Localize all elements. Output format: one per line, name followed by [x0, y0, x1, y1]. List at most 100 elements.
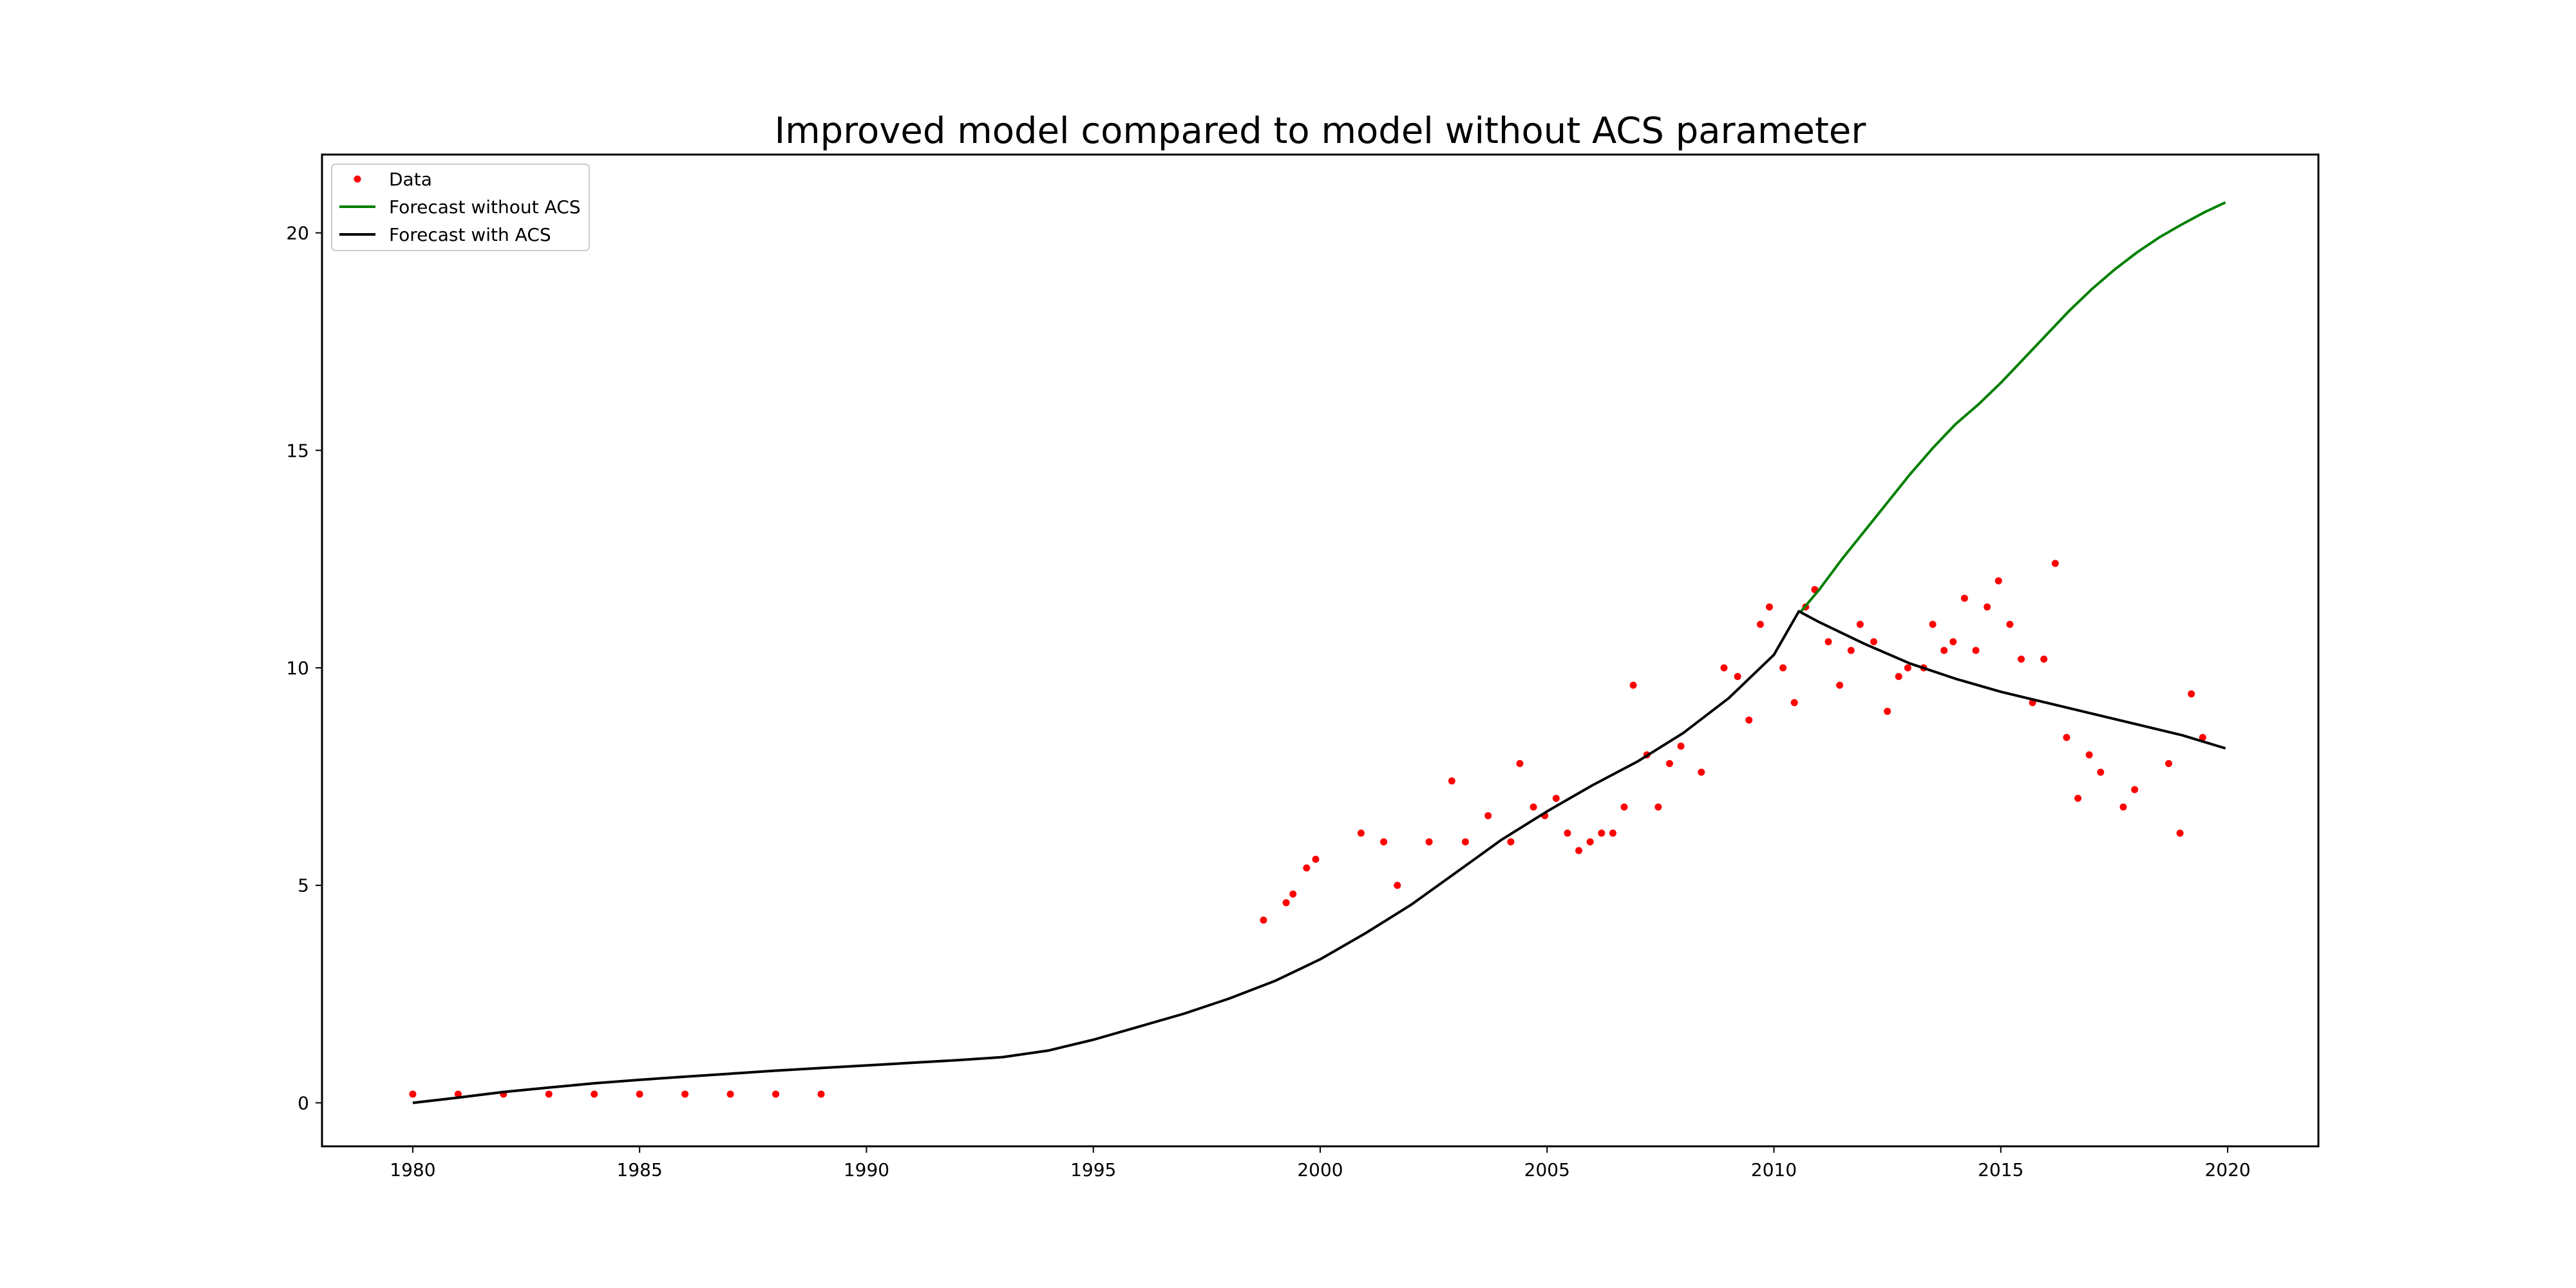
x-tick-label: 2000 — [1297, 1159, 1343, 1180]
data-point — [2119, 803, 2127, 811]
data-point — [1884, 708, 1891, 715]
data-point — [1530, 803, 1537, 811]
y-tick-label: 15 — [286, 440, 309, 461]
x-tick-label: 2010 — [1751, 1159, 1797, 1180]
data-point — [1552, 795, 1560, 802]
series-line-forecast-with-acs — [412, 610, 2226, 1104]
data-point — [2097, 768, 2105, 776]
data-point — [1984, 603, 1991, 611]
data-point — [2199, 734, 2206, 741]
data-point — [1575, 847, 1583, 855]
data-point — [2040, 656, 2048, 663]
y-tick-label: 0 — [298, 1092, 309, 1113]
data-point — [1734, 673, 1741, 681]
data-point — [1461, 838, 1469, 846]
data-point — [2165, 760, 2172, 768]
series-data — [409, 560, 2206, 1098]
data-point — [1394, 882, 1401, 889]
data-point — [726, 1090, 734, 1098]
data-point — [1629, 681, 1637, 689]
legend-label-forecast-with-acs: Forecast with ACS — [389, 224, 551, 245]
x-tick-label: 1990 — [844, 1159, 889, 1180]
data-point — [1745, 716, 1753, 724]
data-point — [1586, 838, 1594, 846]
data-point — [2188, 690, 2195, 698]
data-point — [545, 1090, 553, 1098]
data-point — [1836, 681, 1844, 689]
x-tick-label: 2015 — [1978, 1159, 2023, 1180]
data-point — [1994, 577, 2002, 585]
data-point — [1895, 673, 1902, 681]
data-point — [1357, 829, 1365, 837]
data-point — [1720, 664, 1728, 672]
x-axis: 1980 1985 1990 1995 2000 2005 2010 2015 2020 — [390, 1146, 2251, 1180]
data-point — [1790, 699, 1798, 706]
data-point — [1929, 620, 1937, 628]
data-point — [1380, 838, 1388, 846]
data-point — [409, 1090, 417, 1098]
x-tick-label: 1980 — [390, 1159, 435, 1180]
data-point — [1960, 594, 1968, 602]
data-point — [454, 1090, 462, 1098]
data-point — [1654, 803, 1662, 811]
data-point — [2074, 795, 2082, 802]
data-point — [1303, 864, 1311, 872]
legend-label-forecast-without-acs: Forecast without ACS — [389, 196, 581, 218]
data-point — [2131, 786, 2139, 793]
data-point — [1598, 829, 1605, 837]
data-point — [2051, 560, 2059, 567]
data-point — [636, 1090, 643, 1098]
data-point — [2085, 751, 2093, 759]
y-axis: 0 5 10 15 20 — [286, 223, 322, 1113]
data-point — [1856, 620, 1864, 628]
data-point — [591, 1090, 598, 1098]
data-point — [1870, 638, 1878, 645]
data-point — [1289, 890, 1297, 898]
data-point — [1448, 777, 1455, 785]
data-point — [2063, 734, 2070, 741]
data-point — [1425, 838, 1433, 846]
legend-marker-data — [354, 175, 361, 183]
legend-box — [331, 164, 590, 251]
data-point — [1949, 638, 1957, 645]
data-point — [1282, 899, 1290, 907]
x-tick-label: 2005 — [1524, 1159, 1570, 1180]
data-point — [1972, 647, 1980, 654]
data-point — [1666, 760, 1673, 768]
y-tick-label: 20 — [286, 223, 309, 244]
data-point — [2018, 656, 2025, 663]
data-point — [1564, 829, 1571, 837]
series-line-forecast-without-acs — [1800, 201, 2226, 612]
x-tick-label: 1995 — [1070, 1159, 1116, 1180]
data-point — [1904, 664, 1911, 672]
plot-content — [409, 201, 2226, 1104]
chart-title: Improved model compared to model without… — [775, 110, 1867, 152]
data-point — [2176, 829, 2184, 837]
y-tick-label: 5 — [298, 875, 309, 896]
data-point — [1609, 829, 1616, 837]
plot-frame — [321, 153, 2320, 1148]
x-tick-label: 1985 — [617, 1159, 663, 1180]
data-point — [1766, 603, 1773, 611]
data-point — [1779, 664, 1787, 672]
data-point — [817, 1090, 825, 1098]
data-point — [1312, 855, 1320, 863]
data-point — [1620, 803, 1628, 811]
data-point — [1698, 768, 1705, 776]
data-point — [1260, 916, 1267, 924]
data-point — [1940, 647, 1948, 654]
x-tick-label: 2020 — [2204, 1159, 2250, 1180]
legend-label-data: Data — [389, 169, 432, 190]
data-point — [1756, 620, 1764, 628]
data-point — [1507, 838, 1515, 846]
data-point — [2006, 620, 2014, 628]
data-point — [1677, 743, 1685, 750]
data-point — [1516, 760, 1524, 768]
data-point — [681, 1090, 689, 1098]
data-point — [772, 1090, 780, 1098]
y-tick-label: 10 — [286, 658, 309, 679]
data-point — [1847, 647, 1855, 654]
data-point — [1824, 638, 1832, 645]
data-point — [1484, 812, 1492, 820]
